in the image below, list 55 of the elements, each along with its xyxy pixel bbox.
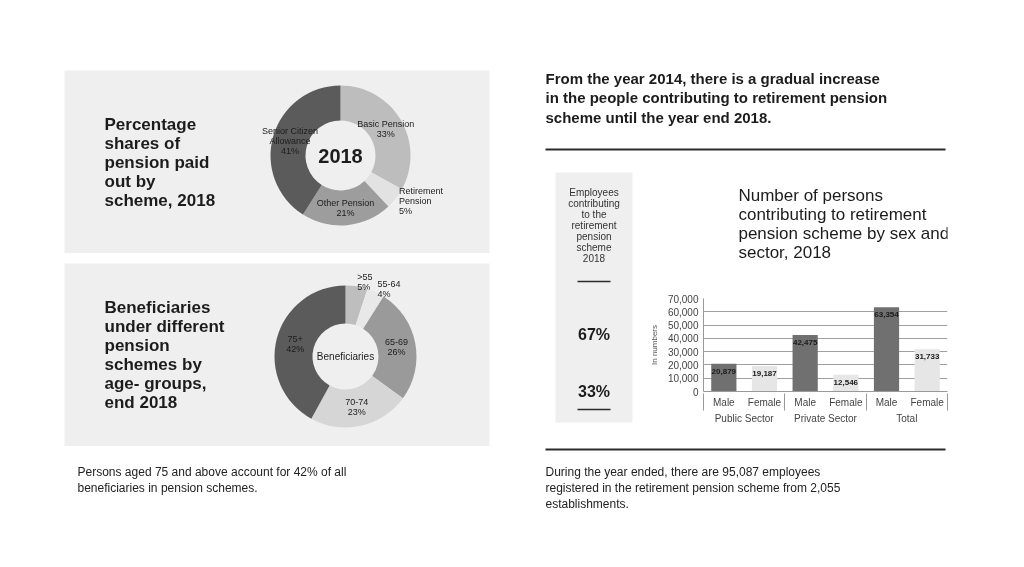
data-label: 19,187	[752, 369, 778, 379]
chart-title: Number of persons contributing to retirement pension scheme by sex and sector, 2018	[738, 185, 950, 262]
x-tick-label: Total	[896, 412, 918, 424]
y-tick-label: 70,000	[667, 293, 699, 305]
data-label: 26%	[387, 346, 406, 357]
slice-label: 70-74	[345, 397, 369, 408]
slice-label: 55-64	[377, 278, 401, 289]
data-label: 12,546	[833, 377, 859, 387]
text: Male	[794, 396, 817, 408]
text: 33%	[577, 383, 611, 400]
y-tick-label: 40,000	[667, 333, 699, 345]
text: Female	[910, 396, 944, 408]
slice-label: Basic Pension	[357, 118, 415, 129]
data-label: 31,733	[914, 352, 940, 362]
bar	[792, 335, 818, 392]
y-tick-label: 20,000	[667, 359, 699, 371]
y-tick-label: 10,000	[667, 373, 699, 385]
bar	[873, 307, 900, 392]
data-label: 33%	[376, 128, 395, 139]
text: Percentage shares of pension paid out by scheme, 2018	[104, 115, 216, 210]
data-label: 42,475	[792, 338, 818, 348]
slice-label: 75+	[287, 333, 303, 344]
y-tick-label: 30,000	[667, 346, 699, 358]
bar	[914, 349, 940, 392]
data-label: 20,879	[711, 366, 737, 376]
y-tick-label: 50,000	[667, 320, 699, 332]
x-tick-label: Public Sector	[714, 412, 775, 424]
series-label: Female	[747, 396, 782, 408]
data-label: 5%	[398, 205, 412, 216]
text: From the year 2014, there is a gradual increase in the people contributing to retirement pension scheme until the year end 2018.	[545, 69, 888, 127]
x-tick-label: Private Sector	[794, 412, 858, 424]
text: 2018	[318, 144, 363, 167]
slice-label: 65-69	[385, 336, 409, 347]
text: During the year ended, there are 95,087 employees registered in the retirement pension scheme from 2,055 establishments.	[545, 464, 841, 511]
slice-label: Other Pension	[316, 197, 375, 208]
text: 67%	[577, 326, 611, 343]
data-label: 21%	[336, 207, 355, 218]
data-label: 23%	[347, 407, 366, 418]
text: Beneficiaries under different pension schemes by age- groups, end 2018	[104, 297, 225, 412]
y-axis-title: In numbers	[649, 324, 659, 366]
y-tick-label: 60,000	[667, 306, 699, 318]
text: Female	[829, 396, 863, 408]
text: Male	[875, 396, 898, 408]
text: Persons aged 75 and above account for 42% of all beneficiaries in pension schemes.	[77, 464, 347, 495]
slice-label: Retirement Pension	[398, 185, 444, 206]
series-label: Male	[713, 396, 736, 408]
data-label: 41%	[281, 145, 300, 156]
data-label: 4%	[377, 288, 391, 299]
text: Beneficiaries	[316, 351, 375, 362]
data-label: 63,354	[874, 310, 900, 320]
data-label: 5%	[357, 282, 371, 293]
slice-label: >55	[357, 272, 373, 283]
text: Employees contributing to the retirement pension scheme 2018	[568, 186, 620, 264]
y-tick-label: 0	[692, 386, 699, 398]
data-label: 42%	[286, 343, 305, 354]
